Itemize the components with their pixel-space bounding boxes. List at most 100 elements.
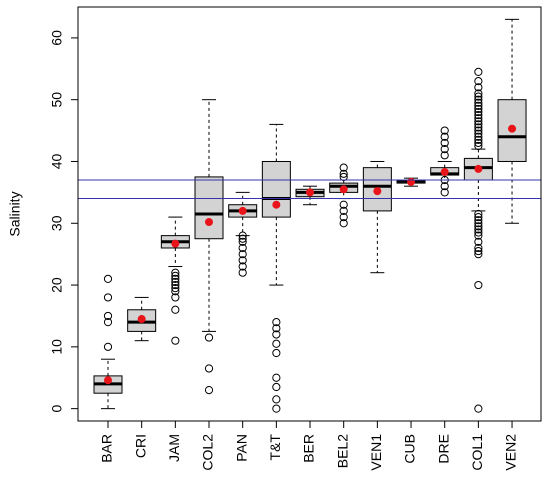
outlier-point xyxy=(474,67,483,76)
outlier-point xyxy=(474,228,483,237)
x-tick-label: VEN2 xyxy=(503,434,519,471)
outlier-point xyxy=(474,83,483,92)
outlier-point xyxy=(272,330,281,339)
outlier-point xyxy=(474,246,483,256)
x-tick-label: COL1 xyxy=(469,434,485,471)
mean-point xyxy=(339,185,348,194)
y-tick-label: 10 xyxy=(49,339,65,355)
x-tick-label: PAN xyxy=(233,434,249,462)
x-tick-label: DRE xyxy=(435,434,451,464)
outlier-point xyxy=(171,336,180,345)
x-tick-label: BER xyxy=(301,434,317,463)
outlier-point xyxy=(238,268,247,277)
outlier-point xyxy=(238,231,247,240)
outlier-point xyxy=(474,101,483,110)
outlier-point xyxy=(272,318,281,327)
outlier-point xyxy=(238,250,247,259)
outlier-point xyxy=(474,212,483,222)
outlier-point xyxy=(171,293,180,302)
mean-point xyxy=(205,218,214,227)
outlier-point xyxy=(474,222,483,231)
outlier-point xyxy=(474,120,483,129)
outlier-point xyxy=(272,339,281,348)
outlier-point xyxy=(204,333,214,342)
x-tick-label: JAM xyxy=(166,434,182,462)
box-group-cub xyxy=(396,177,426,187)
outlier-point xyxy=(474,404,483,413)
box-group-pan xyxy=(228,191,258,277)
box-group-dre xyxy=(430,126,460,197)
box-group-ber xyxy=(295,185,325,206)
outlier-point xyxy=(339,212,348,222)
x-axis: BAR CRI JAM COL2 PAN T&T BER BEL2 VEN1 CUB DRE COL1… xyxy=(99,421,519,471)
outlier-point xyxy=(171,284,180,293)
outlier-point xyxy=(440,145,449,154)
outlier-point xyxy=(103,274,113,283)
mean-point xyxy=(306,188,315,197)
outlier-point xyxy=(339,163,348,172)
outlier-point xyxy=(272,348,281,358)
outlier-point xyxy=(238,256,247,265)
plot-frame xyxy=(77,6,542,422)
outlier-point xyxy=(339,219,348,228)
outlier-point xyxy=(474,237,483,246)
outlier-point xyxy=(272,373,281,382)
y-axis-title: Salinity xyxy=(7,191,23,236)
mean-point xyxy=(474,164,483,173)
outlier-point xyxy=(272,404,281,413)
box-group-cri xyxy=(127,296,157,342)
outlier-point xyxy=(474,123,483,132)
outlier-point xyxy=(272,382,281,392)
plot-layer xyxy=(78,18,541,413)
mean-point xyxy=(171,239,180,248)
outlier-point xyxy=(440,126,449,135)
mean-point xyxy=(104,376,112,385)
y-axis: 0 10 20 30 40 50 60 xyxy=(49,30,79,413)
outlier-point xyxy=(103,342,113,351)
outlier-point xyxy=(171,305,180,314)
y-tick-label: 0 xyxy=(49,405,65,413)
outlier-point xyxy=(474,95,483,104)
outlier-point xyxy=(440,182,449,191)
y-tick-label: 60 xyxy=(49,30,65,46)
outlier-point xyxy=(474,107,483,117)
outlier-point xyxy=(171,271,180,280)
y-tick-label: 30 xyxy=(49,215,65,231)
x-tick-label: BEL2 xyxy=(334,434,350,468)
outlier-point xyxy=(171,277,180,287)
outlier-point xyxy=(238,262,247,271)
box-group-jam xyxy=(160,216,190,345)
outlier-point xyxy=(272,324,281,333)
outlier-point xyxy=(171,287,180,296)
outlier-point xyxy=(171,274,180,283)
x-tick-label: CUB xyxy=(402,434,418,464)
outlier-point xyxy=(103,293,113,302)
outlier-point xyxy=(474,132,483,141)
x-tick-label: COL2 xyxy=(200,434,216,471)
x-tick-label: CRI xyxy=(132,434,148,458)
outlier-point xyxy=(238,234,247,243)
outlier-point xyxy=(171,268,180,277)
outlier-point xyxy=(272,395,281,404)
y-tick-label: 20 xyxy=(49,277,65,293)
mean-point xyxy=(407,177,416,186)
box-group-col1 xyxy=(463,67,493,413)
outlier-point xyxy=(474,209,483,219)
box-group-tt xyxy=(261,123,291,413)
outlier-point xyxy=(474,216,483,225)
x-tick-label: T&T xyxy=(267,434,283,461)
outlier-point xyxy=(238,237,247,246)
mean-point xyxy=(373,187,382,196)
y-tick-label: 50 xyxy=(49,92,65,108)
outlier-point xyxy=(204,364,214,373)
outlier-point xyxy=(474,111,483,120)
outlier-point xyxy=(238,243,247,253)
outlier-point xyxy=(474,231,483,240)
mean-point xyxy=(508,124,517,133)
outlier-point xyxy=(474,243,483,253)
outlier-point xyxy=(339,172,348,182)
outlier-point xyxy=(339,200,348,209)
outlier-point xyxy=(440,188,449,197)
outlier-point xyxy=(474,138,483,148)
